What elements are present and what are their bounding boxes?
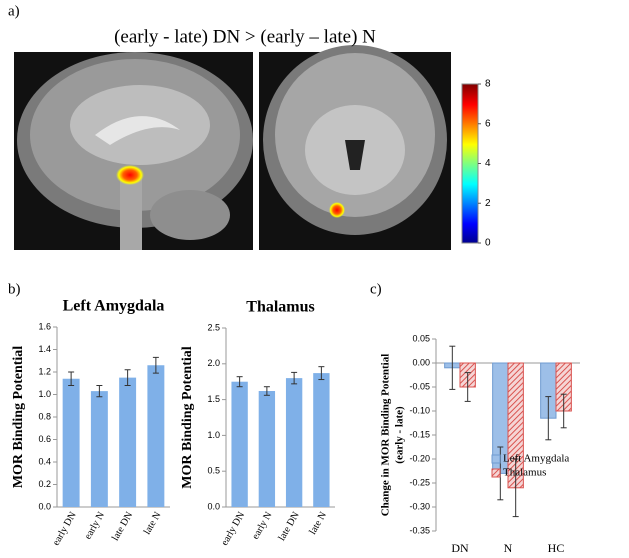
x-tick-label: late DN bbox=[276, 510, 301, 543]
colorbar-tick-label: 0 bbox=[485, 238, 491, 249]
error-bar bbox=[449, 345, 456, 390]
sagittal-image bbox=[14, 52, 253, 250]
y-tick-label: 1.0 bbox=[38, 389, 51, 399]
error-bar bbox=[96, 385, 103, 398]
y-tick-label: -0.05 bbox=[409, 381, 430, 391]
colorbar-tick-label: 2 bbox=[485, 198, 491, 209]
bar bbox=[285, 378, 303, 507]
y-tick-label: 0.0 bbox=[207, 501, 220, 511]
y-tick-label: -0.30 bbox=[409, 501, 430, 511]
coronal-image bbox=[259, 45, 451, 250]
y-tick-label: -0.20 bbox=[409, 453, 430, 463]
legend-swatch bbox=[491, 468, 501, 478]
y-tick-label: 1.2 bbox=[38, 366, 51, 376]
error-bar bbox=[512, 458, 519, 518]
y-tick-label: -0.25 bbox=[409, 477, 430, 487]
y-axis-label: (early - late) bbox=[394, 406, 406, 464]
y-axis-label: Change in MOR Binding Potential bbox=[380, 354, 392, 517]
y-tick-label: 0.00 bbox=[412, 357, 430, 367]
x-tick-label: late N bbox=[307, 510, 329, 536]
bar bbox=[231, 381, 248, 507]
y-tick-label: 0.6 bbox=[38, 434, 51, 444]
y-tick-label: 0.5 bbox=[207, 466, 220, 476]
x-tick-label: early N bbox=[250, 510, 274, 541]
bar bbox=[147, 365, 165, 507]
error-bar bbox=[236, 376, 243, 388]
x-tick-label: late N bbox=[142, 510, 164, 536]
y-tick-label: 0.4 bbox=[38, 456, 51, 466]
error-bar bbox=[124, 369, 131, 386]
error-bar bbox=[263, 386, 270, 396]
panel-label: a) bbox=[8, 3, 20, 19]
y-tick-label: 1.4 bbox=[38, 344, 51, 354]
chart-title: Left Amygdala bbox=[63, 298, 165, 315]
legend-label: Left Amygdala bbox=[503, 453, 569, 465]
panel-label: c) bbox=[370, 281, 382, 297]
bar bbox=[258, 391, 276, 507]
y-tick-label: -0.15 bbox=[409, 429, 430, 439]
y-tick-label: 2.5 bbox=[207, 322, 220, 332]
error-bar bbox=[68, 371, 75, 386]
y-tick-label: 1.5 bbox=[207, 394, 220, 404]
y-tick-label: 0.0 bbox=[38, 501, 51, 511]
colorbar-tick-label: 6 bbox=[485, 118, 491, 129]
x-tick-label: HC bbox=[548, 541, 565, 555]
legend-label: Thalamus bbox=[503, 467, 546, 479]
error-bar bbox=[545, 396, 552, 441]
bar bbox=[313, 373, 330, 507]
x-tick-label: late DN bbox=[110, 510, 135, 543]
y-tick-label: -0.35 bbox=[409, 525, 430, 535]
panel-label: b) bbox=[8, 281, 21, 297]
y-tick-label: 0.05 bbox=[412, 333, 430, 343]
error-bar bbox=[560, 393, 567, 429]
legend-swatch bbox=[491, 454, 501, 464]
x-tick-label: DN bbox=[451, 541, 469, 555]
colorbar-tick-label: 8 bbox=[485, 79, 491, 90]
error-bar bbox=[318, 366, 325, 381]
y-tick-label: -0.10 bbox=[409, 405, 430, 415]
error-bar bbox=[291, 371, 298, 385]
error-bar bbox=[152, 356, 159, 374]
bar bbox=[119, 377, 137, 507]
y-tick-label: 1.0 bbox=[207, 430, 220, 440]
colorbar bbox=[461, 83, 479, 244]
colorbar-tick-label: 4 bbox=[485, 158, 491, 169]
y-tick-label: 0.8 bbox=[38, 411, 51, 421]
bar bbox=[90, 391, 108, 507]
y-axis-label: MOR Binding Potential bbox=[11, 346, 26, 488]
error-bar bbox=[464, 372, 471, 402]
bar bbox=[62, 378, 80, 507]
x-tick-label: N bbox=[504, 541, 513, 555]
figure-title: (early - late) DN > (early – late) N bbox=[114, 26, 376, 47]
y-tick-label: 1.6 bbox=[38, 321, 51, 331]
x-tick-label: early DN bbox=[51, 510, 79, 547]
x-tick-label: early N bbox=[83, 510, 107, 541]
y-tick-label: 2.0 bbox=[207, 358, 220, 368]
y-tick-label: 0.2 bbox=[38, 479, 51, 489]
chart-title: Thalamus bbox=[246, 299, 314, 316]
x-tick-label: early DN bbox=[219, 510, 247, 547]
y-axis-label: MOR Binding Potential bbox=[180, 346, 195, 488]
